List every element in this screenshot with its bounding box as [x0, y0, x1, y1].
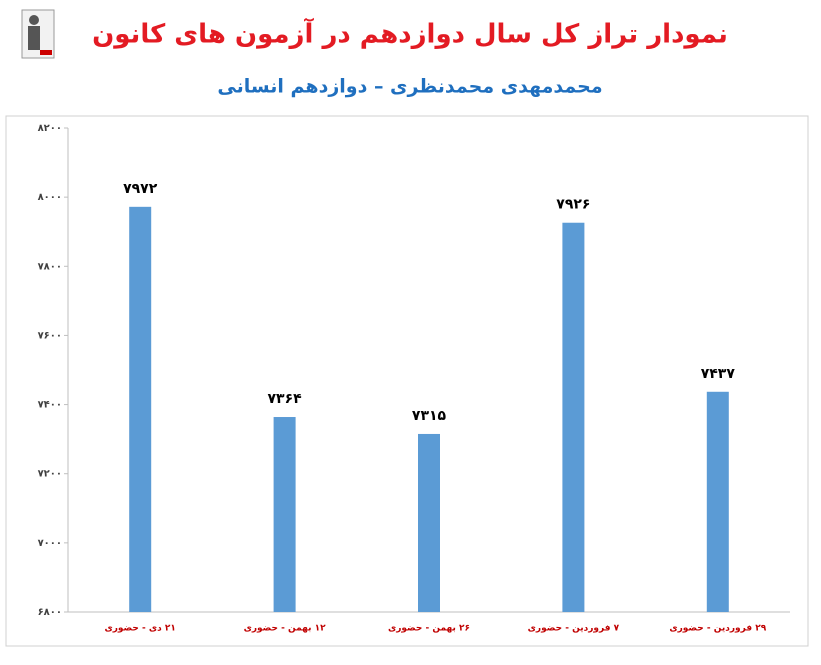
bar	[418, 433, 440, 612]
chart-title: نمودار تراز کل سال دوازدهم در آزمون های …	[92, 18, 728, 50]
bar	[273, 417, 296, 612]
y-tick-label: ۷۲۰۰	[38, 469, 62, 480]
x-tick-label: ۲۱ دی - حضوری	[104, 624, 175, 634]
value-label: ۷۹۷۲	[123, 181, 158, 197]
value-label: ۷۴۳۷	[701, 366, 736, 382]
x-tick-label: ۱۲ بهمن - حضوری	[244, 624, 327, 634]
value-label: ۷۳۱۵	[412, 408, 447, 424]
y-tick-label: ۷۸۰۰	[38, 261, 62, 272]
y-tick-label: ۷۴۰۰	[38, 400, 62, 411]
logo-band	[40, 50, 52, 55]
value-label: ۷۹۲۶	[556, 197, 590, 213]
x-tick-label: ۲۹ فروردین - حضوری	[669, 624, 766, 634]
logo-head	[29, 15, 39, 25]
value-label: ۷۳۶۴	[268, 391, 303, 407]
bar	[562, 222, 585, 612]
logo	[21, 9, 55, 59]
x-tick-label: ۲۶ بهمن - حضوری	[388, 624, 470, 634]
y-tick-label: ۷۰۰۰	[38, 538, 62, 549]
y-tick-label: ۷۶۰۰	[38, 330, 62, 341]
y-tick-label: ۸۲۰۰	[38, 123, 62, 134]
y-tick-label: ۸۰۰۰	[38, 192, 62, 203]
y-tick-label: ۶۸۰۰	[38, 607, 62, 618]
chart-frame	[5, 115, 809, 647]
x-tick-label: ۷ فروردین - حضوری	[528, 624, 620, 634]
bar	[706, 391, 729, 612]
logo-body	[28, 26, 40, 50]
bar	[129, 206, 152, 612]
chart-subtitle: محمدمهدی محمدنظری – دوازدهم انسانی	[217, 76, 602, 98]
